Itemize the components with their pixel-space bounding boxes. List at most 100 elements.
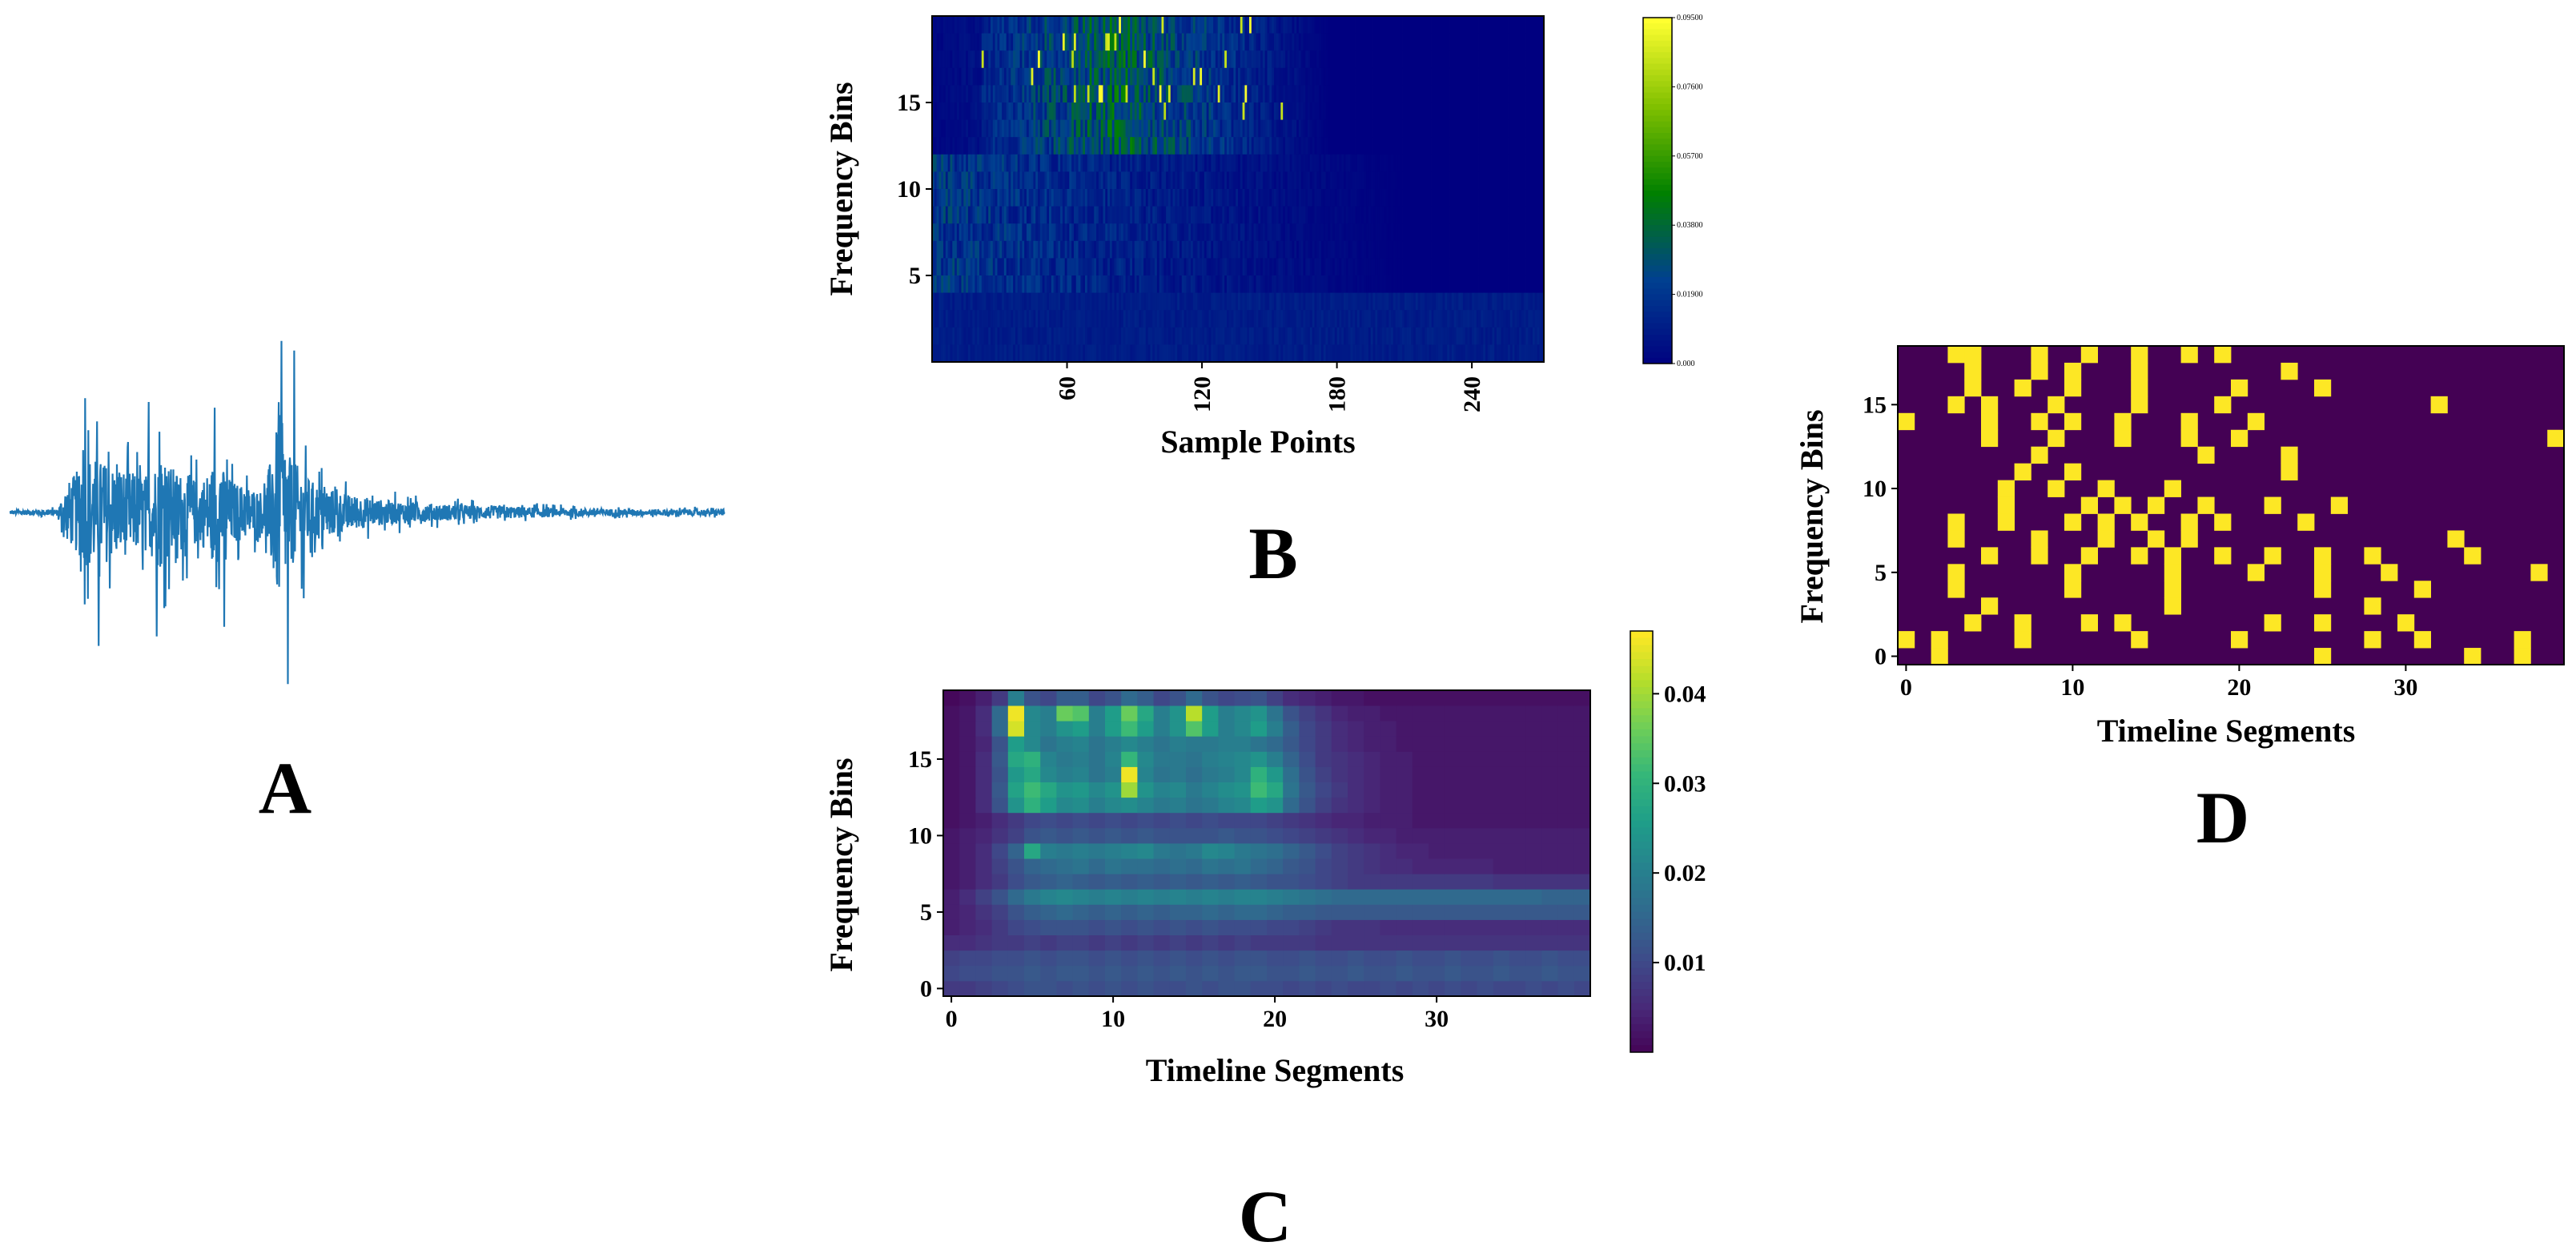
b-cell: [1422, 206, 1425, 224]
b-cell: [1155, 240, 1158, 259]
b-cell: [1314, 223, 1317, 242]
b-cell: [1100, 85, 1103, 103]
b-cell: [1521, 240, 1525, 259]
b-cell: [961, 240, 964, 259]
b-cell: [1116, 206, 1119, 224]
b-cell: [1334, 102, 1337, 120]
b-cell: [1384, 171, 1387, 190]
b-cell: [1105, 102, 1108, 120]
b-cell: [1226, 33, 1230, 51]
b-cell: [963, 275, 967, 293]
b-cell: [1525, 292, 1529, 311]
b-cell: [1051, 223, 1055, 242]
b-cell: [970, 171, 973, 190]
b-cell: [1152, 275, 1155, 293]
b-cell: [1417, 171, 1421, 190]
b-cell: [1003, 327, 1007, 345]
b-cell: [1370, 171, 1373, 190]
b-cell: [988, 206, 991, 224]
b-cell: [1276, 102, 1279, 120]
b-cell: [1348, 67, 1351, 86]
b-cell: [1440, 292, 1443, 311]
b-cell: [1420, 292, 1423, 311]
b-cell: [1314, 102, 1317, 120]
b-cell: [1166, 171, 1169, 190]
b-cell: [1537, 67, 1540, 86]
b-cell: [1083, 240, 1086, 259]
b-cell: [1103, 154, 1106, 172]
b-cell: [1147, 154, 1151, 172]
b-cell: [1249, 102, 1252, 120]
b-cell: [1473, 154, 1477, 172]
b-cell: [1498, 275, 1502, 293]
b-cell: [1289, 16, 1292, 34]
b-cell: [1386, 258, 1389, 276]
b-cell: [1026, 240, 1030, 259]
b-cell: [1370, 85, 1373, 103]
b-cell: [1521, 67, 1525, 86]
b-cell: [1314, 154, 1317, 172]
b-cell: [950, 33, 953, 51]
b-cell: [1436, 67, 1439, 86]
b-cell: [1356, 189, 1360, 207]
b-cell: [1392, 258, 1397, 276]
b-cell: [1273, 258, 1277, 276]
b-cell: [1067, 223, 1070, 242]
b-cell: [1330, 67, 1333, 86]
b-cell: [1431, 16, 1434, 34]
b-cell: [1222, 119, 1225, 138]
b-cell: [1228, 67, 1232, 86]
b-cell: [1143, 67, 1147, 86]
b-cell: [1300, 258, 1304, 276]
b-cell: [1431, 292, 1434, 311]
b-cell: [986, 223, 989, 242]
b-cell: [1440, 258, 1443, 276]
b-cell: [1395, 85, 1398, 103]
b-cell: [1039, 240, 1043, 259]
b-cell: [995, 327, 998, 345]
b-cell: [1429, 258, 1432, 276]
b-cell: [1429, 67, 1432, 86]
b-cell: [1213, 189, 1216, 207]
b-cell: [1224, 33, 1228, 51]
b-cell: [1188, 258, 1192, 276]
b-cell: [1136, 292, 1139, 311]
b-cell: [1413, 206, 1417, 224]
b-cell: [991, 50, 994, 69]
b-cell: [1123, 258, 1126, 276]
b-cell: [1312, 33, 1315, 51]
b-cell: [1379, 171, 1383, 190]
b-cell: [1033, 102, 1036, 120]
b-cell: [1022, 171, 1025, 190]
b-cell: [1224, 292, 1228, 311]
b-cell: [967, 327, 971, 345]
b-cell: [1053, 292, 1056, 311]
b-cell: [1264, 258, 1268, 276]
b-cell: [995, 67, 998, 86]
b-cell: [991, 171, 994, 190]
b-cell: [1300, 292, 1304, 311]
b-cell: [1096, 327, 1099, 345]
b-cell: [1276, 310, 1279, 328]
b-cell: [1204, 310, 1208, 328]
b-cell: [1375, 240, 1378, 259]
b-cell: [1188, 33, 1192, 51]
b-cell: [1123, 171, 1126, 190]
b-cell: [956, 171, 960, 190]
b-cell: [1494, 154, 1497, 172]
panel-a-label: A: [259, 747, 311, 829]
b-cell: [1228, 50, 1232, 69]
b-cell: [1022, 102, 1025, 120]
b-cell: [943, 206, 946, 224]
b-cell: [1537, 240, 1540, 259]
b-cell: [954, 189, 958, 207]
b-cell: [970, 50, 973, 69]
b-cell: [1253, 102, 1256, 120]
b-cell: [1249, 292, 1252, 311]
b-cell: [1087, 275, 1091, 293]
b-cell: [1260, 119, 1264, 138]
b-cell: [1505, 258, 1509, 276]
b-cell: [1368, 206, 1372, 224]
b-cell: [1224, 137, 1228, 155]
b-cell: [1085, 137, 1088, 155]
